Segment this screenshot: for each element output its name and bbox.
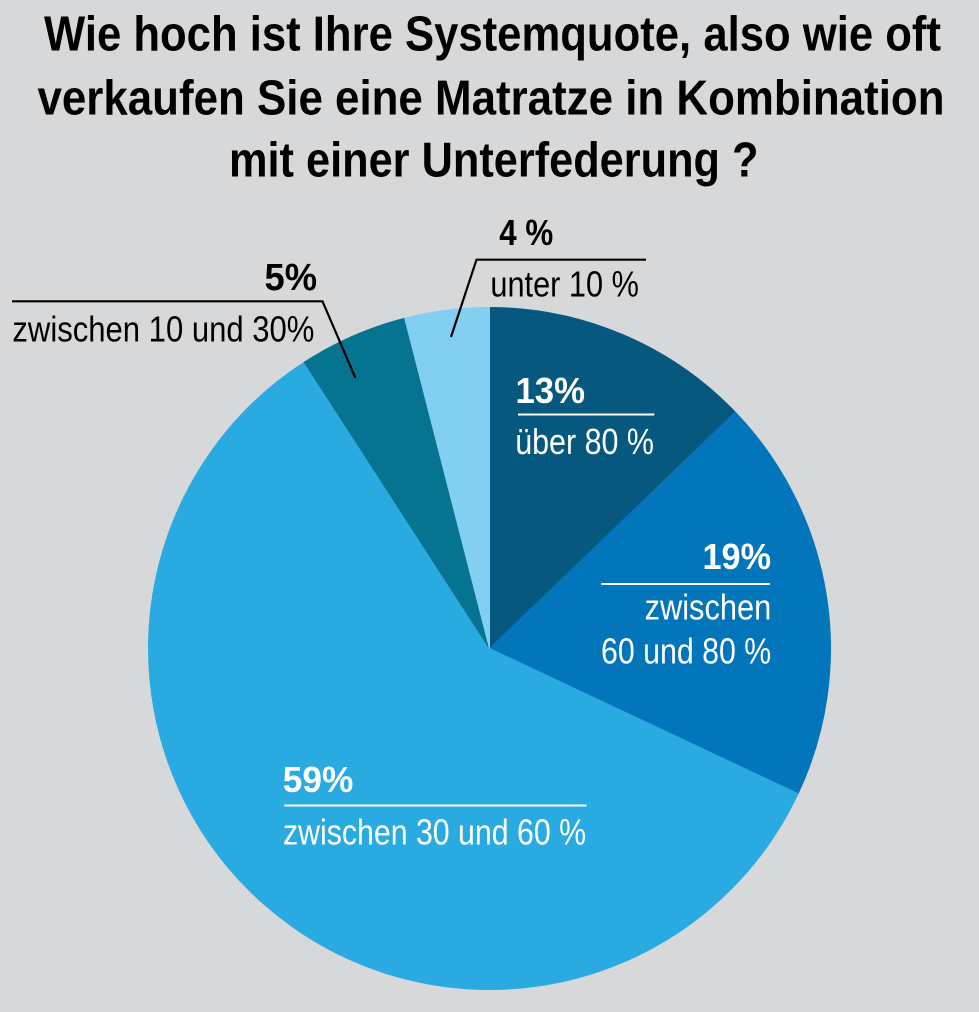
svg-text:zwischen: zwischen bbox=[645, 587, 772, 628]
svg-text:zwischen 10 und 30%: zwischen 10 und 30% bbox=[12, 309, 314, 350]
svg-text:Wie hoch ist Ihre Systemquote,: Wie hoch ist Ihre Systemquote, also wie … bbox=[44, 8, 941, 62]
svg-text:mit einer Unterfederung ?: mit einer Unterfederung ? bbox=[229, 134, 759, 188]
svg-text:19%: 19% bbox=[703, 536, 772, 577]
svg-text:zwischen 30 und 60 %: zwischen 30 und 60 % bbox=[283, 812, 586, 853]
svg-text:über 80 %: über 80 % bbox=[515, 421, 654, 462]
svg-text:13%: 13% bbox=[516, 370, 586, 411]
svg-text:59%: 59% bbox=[283, 759, 354, 800]
svg-text:verkaufen Sie eine Matratze in: verkaufen Sie eine Matratze in Kombinati… bbox=[38, 72, 945, 126]
svg-text:5%: 5% bbox=[265, 257, 318, 299]
svg-text:unter 10 %: unter 10 % bbox=[490, 264, 639, 305]
svg-text:4 %: 4 % bbox=[499, 212, 553, 253]
svg-text:60 und 80 %: 60 und 80 % bbox=[601, 630, 771, 671]
